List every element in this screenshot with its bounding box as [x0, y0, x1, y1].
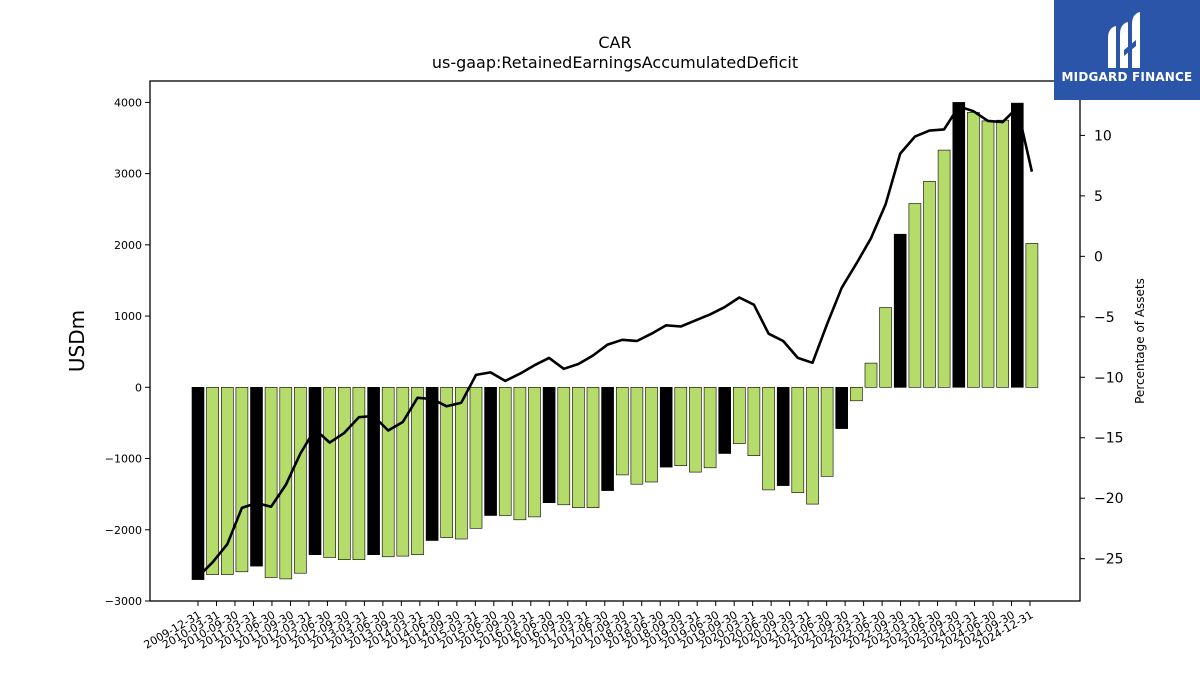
bar-2016-12-31: [601, 386, 614, 491]
bar-2013-09-30: [411, 386, 424, 555]
bar-2018-12-31: [718, 386, 732, 454]
bar-2015-09-30: [528, 386, 541, 518]
bar-2022-09-30: [937, 149, 951, 388]
y2-tick-label: 5: [1094, 189, 1103, 205]
bar-2023-06-30: [981, 120, 995, 388]
bar-2022-12-31: [952, 102, 966, 388]
bar-2013-06-30: [396, 386, 410, 557]
bar-2016-09-30: [586, 386, 600, 508]
y-axis-right: −25 −20 −15 −10 −5 0 5 10: [1080, 128, 1124, 568]
bar-2021-03-31: [850, 386, 863, 402]
chart-title: CAR: [598, 33, 631, 52]
bar-2023-12-31: [1010, 102, 1024, 388]
y2-tick-label: −15: [1094, 431, 1124, 447]
bar-2018-03-31: [674, 386, 688, 466]
y-axis-left: −3000 −2000 −1000 0 1000 2000 3000 4000: [105, 96, 150, 608]
y-axis-label: USDm: [65, 310, 89, 372]
bar-2021-06-30: [864, 362, 878, 388]
y2-tick-label: −5: [1094, 310, 1115, 326]
bar-2017-12-31: [659, 386, 673, 468]
bar-2024-03-31: [1025, 243, 1039, 388]
bar-2012-12-31: [367, 386, 380, 555]
y2-tick-label: −25: [1094, 552, 1124, 568]
bar-2019-09-30: [762, 386, 775, 491]
bar-2013-12-31: [425, 386, 439, 541]
line-group: [197, 105, 1034, 578]
y-tick-label: 3000: [114, 168, 142, 181]
bar-2019-12-31: [776, 386, 790, 486]
bar-2022-03-31: [908, 203, 922, 388]
bar-2023-09-30: [996, 119, 1010, 388]
bar-2015-12-31: [542, 386, 556, 503]
bar-2017-09-30: [645, 386, 658, 483]
y-tick-label: 2000: [114, 239, 142, 252]
chart-subtitle: us-gaap:RetainedEarningsAccumulatedDefic…: [432, 53, 798, 72]
bar-2011-03-31: [264, 386, 278, 578]
bar-2023-03-31: [967, 112, 980, 388]
bar-2020-06-30: [806, 386, 819, 505]
y-tick-label: 0: [135, 381, 142, 394]
bar-2014-12-31: [484, 386, 497, 516]
bar-2020-12-31: [835, 386, 849, 429]
bar-2018-06-30: [689, 386, 702, 473]
bar-2012-03-31: [323, 386, 337, 558]
bar-2010-06-30: [221, 386, 234, 575]
bar-2019-03-31: [732, 386, 746, 444]
bar-2015-06-30: [513, 386, 527, 521]
y2-axis-label: Percentage of Assets: [1133, 278, 1147, 404]
y-tick-label: 4000: [114, 96, 142, 109]
bar-2022-06-30: [923, 181, 936, 388]
y2-tick-label: 0: [1094, 249, 1103, 265]
bar-2009-12-31: [191, 386, 205, 580]
bar-2014-03-31: [440, 386, 454, 538]
bar-2020-09-30: [820, 386, 834, 477]
midgard-logo-icon: [1108, 12, 1140, 68]
y-tick-label: 1000: [114, 310, 142, 323]
bar-2014-06-30: [454, 386, 468, 540]
plot-frame: [149, 80, 1081, 602]
bar-2021-12-31: [893, 233, 907, 388]
bar-2012-09-30: [352, 386, 366, 560]
bar-2012-06-30: [337, 386, 351, 560]
bar-2017-06-30: [630, 386, 644, 485]
bars-group: [191, 102, 1039, 580]
y-tick-label: −2000: [105, 524, 142, 537]
brand-logo: MIDGARD FINANCE: [1054, 0, 1200, 100]
x-axis: 2009-12-312010-03-312010-09-302011-03-31…: [142, 601, 1036, 652]
bar-2019-06-30: [747, 386, 761, 456]
bar-2021-09-30: [879, 307, 892, 388]
bar-2018-09-30: [703, 386, 717, 469]
bar-2020-03-31: [791, 386, 805, 493]
y2-tick-label: −10: [1094, 370, 1124, 386]
percentage-of-assets-line: [197, 105, 1034, 578]
bar-2011-09-30: [294, 386, 307, 574]
y2-tick-label: 10: [1094, 128, 1112, 144]
bar-2016-03-31: [557, 386, 571, 506]
bar-2014-09-30: [469, 386, 483, 529]
bar-2013-03-31: [381, 386, 395, 558]
y-tick-label: −3000: [105, 595, 142, 608]
bar-2010-09-30: [235, 386, 249, 573]
bar-2017-03-31: [615, 386, 629, 476]
bar-2010-03-31: [206, 386, 219, 575]
y-tick-label: −1000: [105, 453, 142, 466]
bar-2011-12-31: [308, 386, 322, 555]
bar-2015-03-31: [498, 386, 512, 516]
brand-name: MIDGARD FINANCE: [1061, 70, 1193, 84]
bar-2010-12-31: [250, 386, 263, 567]
bar-2016-06-30: [572, 386, 585, 508]
y2-tick-label: −20: [1094, 491, 1124, 507]
